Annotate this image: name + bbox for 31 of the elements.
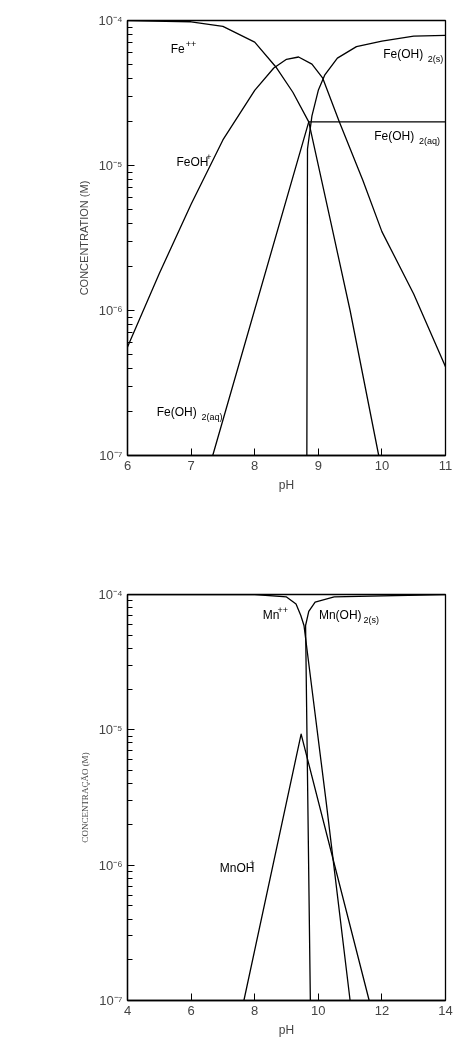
y-tick-label: 10⁻⁴ (98, 587, 123, 602)
series-label: Mn++ (262, 605, 289, 623)
x-tick-label: 8 (251, 1002, 259, 1018)
y-tick-label: 10⁻⁵ (98, 158, 123, 173)
series-label: Fe(OH)2(aq) (156, 404, 223, 422)
y-tick-label: 10⁻⁶ (98, 303, 123, 318)
x-axis-title: pH (278, 477, 295, 492)
x-tick-label: 11 (438, 457, 453, 473)
x-tick-label: 7 (187, 457, 195, 473)
series-label: Fe++ (170, 38, 197, 56)
y-tick-label: 10⁻⁷ (99, 448, 123, 463)
x-tick-label: 12 (374, 1002, 390, 1018)
x-tick-label: 10 (311, 1002, 326, 1018)
y-tick-label: 10⁻⁶ (98, 857, 123, 873)
series-label: FeOH+ (176, 152, 212, 170)
y-axis-title: CONCENTRATION (M) (78, 180, 91, 296)
series-label: Fe(OH)2(s) (383, 46, 444, 64)
x-tick-label: 8 (251, 457, 259, 473)
y-axis-title: CONCENTRAÇÃO (M) (80, 752, 91, 843)
x-tick-label: 14 (438, 1002, 453, 1018)
x-tick-label: 10 (374, 457, 390, 473)
x-tick-label: 6 (123, 457, 132, 473)
x-tick-label: 6 (187, 1002, 195, 1018)
x-axis-title: pH (278, 1022, 295, 1037)
y-tick-label: 10⁻⁵ (98, 722, 123, 738)
x-tick-label: 9 (314, 457, 322, 473)
series-label: MnOH+ (219, 858, 255, 876)
text: Fe(OH)2(aq) (374, 128, 440, 146)
x-tick-label: 4 (123, 1002, 132, 1018)
y-tick-label: 10⁻⁷ (99, 993, 123, 1008)
y-tick-label: 10⁻⁴ (98, 13, 123, 28)
